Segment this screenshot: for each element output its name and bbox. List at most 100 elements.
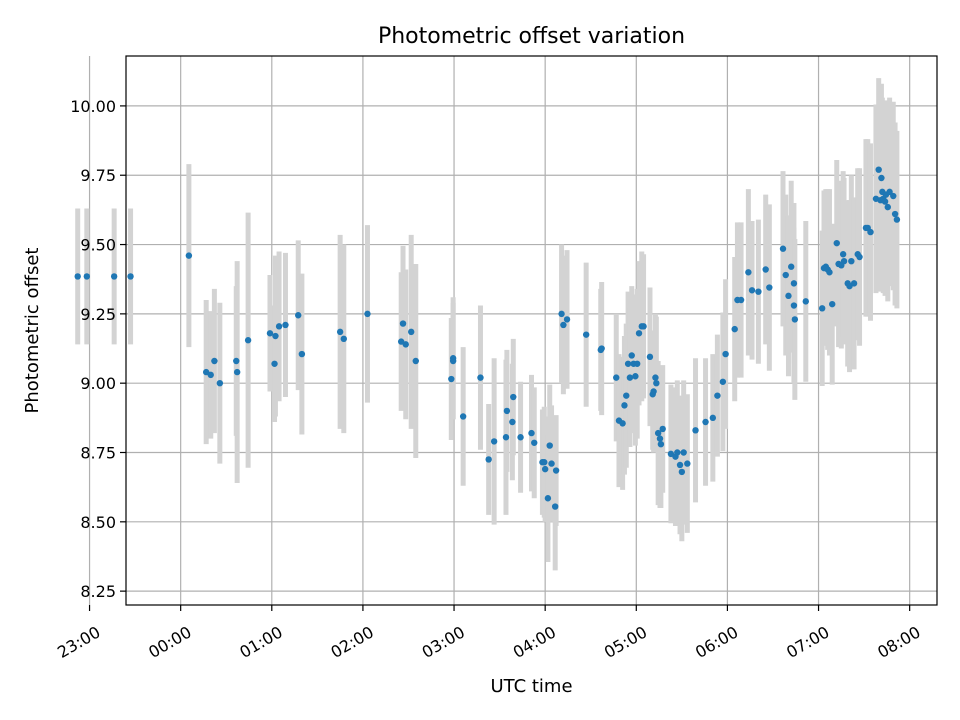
data-point: [657, 440, 665, 448]
data-point: [748, 287, 756, 294]
data-points: [74, 166, 901, 510]
y-tick-label: 8.75: [80, 444, 116, 463]
data-point: [826, 269, 833, 276]
data-point: [509, 418, 516, 426]
data-point: [731, 325, 738, 333]
data-point: [878, 174, 885, 182]
data-point: [402, 341, 409, 348]
data-point: [485, 456, 492, 463]
data-point: [185, 252, 193, 259]
data-point: [884, 203, 891, 211]
data-point: [336, 328, 344, 336]
data-point: [684, 460, 691, 467]
data-point: [893, 216, 901, 223]
data-point: [737, 296, 745, 304]
data-point: [127, 273, 134, 280]
y-axis-ticks: 8.25 8.50 8.75 9.00 9.25 9.50 9.75 10.00: [70, 97, 126, 601]
data-point: [541, 459, 548, 466]
data-point: [74, 273, 81, 280]
data-point: [298, 350, 306, 358]
data-point: [632, 373, 639, 380]
data-point: [856, 253, 863, 261]
data-point: [891, 210, 899, 218]
data-point: [653, 379, 660, 387]
data-point: [766, 284, 773, 291]
data-point: [659, 425, 666, 433]
data-point: [709, 414, 717, 422]
data-point: [652, 374, 659, 381]
data-point: [745, 269, 752, 276]
x-axis-label: UTC time: [490, 676, 572, 697]
data-point: [755, 288, 762, 295]
data-point: [719, 378, 727, 385]
data-point: [621, 402, 628, 409]
data-point: [548, 460, 555, 467]
data-point: [282, 321, 289, 329]
data-point: [541, 465, 549, 473]
chart-title: Photometric offset variation: [378, 24, 685, 49]
data-point: [266, 330, 274, 337]
data-point: [449, 355, 457, 362]
data-point: [791, 316, 799, 323]
y-tick-label: 8.25: [80, 582, 116, 601]
data-point: [619, 420, 626, 427]
data-point: [503, 407, 511, 415]
data-point: [546, 442, 553, 449]
data-point: [582, 331, 590, 338]
data-point: [408, 328, 415, 336]
data-point: [782, 271, 789, 279]
data-point: [490, 438, 498, 445]
data-point: [628, 352, 635, 359]
data-point: [790, 280, 798, 287]
data-point: [412, 357, 419, 365]
data-point: [886, 188, 893, 196]
data-point: [881, 198, 889, 205]
data-point: [839, 251, 847, 258]
y-axis-label: Photometric offset: [22, 248, 43, 414]
data-point: [875, 166, 882, 173]
data-point: [207, 371, 214, 379]
data-point: [702, 418, 709, 426]
data-point: [656, 435, 664, 442]
data-point: [833, 239, 840, 247]
data-point: [448, 375, 455, 383]
data-point: [840, 257, 848, 265]
data-point: [563, 316, 571, 323]
data-point: [848, 257, 855, 265]
data-point: [674, 449, 681, 456]
data-point: [788, 263, 795, 270]
data-point: [790, 302, 798, 309]
data-point: [785, 292, 792, 300]
data-point: [626, 374, 634, 381]
data-point: [340, 335, 347, 343]
data-point: [654, 429, 662, 437]
data-point: [399, 320, 407, 327]
data-point: [722, 350, 729, 358]
data-point: [531, 439, 538, 446]
data-point: [528, 429, 535, 437]
data-point: [829, 300, 836, 308]
data-point: [890, 192, 897, 200]
data-point: [544, 495, 552, 502]
data-point: [598, 345, 605, 352]
data-point: [83, 273, 91, 280]
data-point: [364, 310, 371, 318]
data-point: [275, 323, 283, 330]
data-point: [867, 228, 874, 236]
data-point: [634, 360, 641, 367]
data-point: [502, 434, 510, 441]
data-point: [517, 434, 524, 441]
data-point: [233, 368, 241, 376]
data-point: [233, 357, 240, 365]
data-point: [459, 413, 467, 420]
data-point: [560, 321, 567, 329]
data-point: [714, 392, 721, 399]
data-point: [850, 280, 858, 287]
y-tick-label: 9.25: [80, 305, 116, 324]
plot-frame: [125, 55, 938, 606]
data-point: [635, 330, 643, 337]
data-point: [678, 468, 686, 476]
data-point: [477, 374, 484, 381]
y-tick-label: 9.50: [80, 236, 116, 255]
